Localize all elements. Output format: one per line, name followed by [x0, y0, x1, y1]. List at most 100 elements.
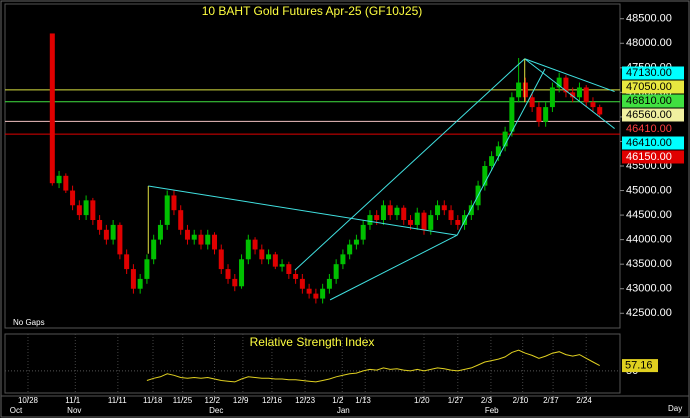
y-tick-label: 48000.00: [626, 37, 672, 49]
candle-body: [414, 212, 420, 225]
candle-body: [380, 205, 386, 220]
x-tick-label: 1/20: [414, 396, 430, 405]
candle-body: [56, 175, 62, 184]
candle-body: [103, 229, 109, 240]
price-tag-label: 46410.00: [626, 137, 672, 149]
candle-body: [266, 254, 272, 260]
candle-body: [252, 239, 258, 250]
month-label: Dec: [209, 406, 223, 415]
x-tick-label: 11/25: [173, 396, 193, 405]
candle-body: [435, 205, 441, 216]
y-tick-label: 44500.00: [626, 209, 672, 221]
x-tick-label: 2/3: [481, 396, 493, 405]
candle-body: [171, 195, 177, 211]
candle-body: [63, 175, 69, 191]
price-tag: [622, 122, 684, 136]
candle-body: [83, 200, 89, 216]
price-tag: [622, 150, 684, 164]
candle-body: [421, 212, 427, 230]
month-label: Nov: [67, 406, 81, 415]
candle-body: [590, 102, 596, 108]
candle-body: [293, 274, 299, 279]
trendline: [524, 58, 615, 129]
candle-body: [232, 278, 238, 287]
candle-body: [259, 249, 265, 260]
candle-body: [543, 107, 549, 122]
candle-body: [157, 224, 163, 240]
y-tick-label: 45000.00: [626, 184, 672, 196]
candle-body: [516, 82, 522, 98]
candle-body: [124, 254, 130, 270]
x-tick-label: 12/16: [262, 396, 283, 405]
candle-body: [549, 87, 555, 108]
price-tag-label: 46410.00: [626, 123, 672, 135]
rsi-title: Relative Strength Index: [250, 335, 375, 349]
candle-body: [279, 264, 285, 267]
trendline: [294, 58, 526, 271]
candle-body: [286, 264, 292, 274]
candle-body: [178, 210, 184, 230]
candle-body: [495, 146, 501, 157]
candle-body: [502, 131, 508, 147]
x-tick-label: 1/13: [355, 396, 371, 405]
x-tick-label: 12/23: [295, 396, 316, 405]
candle-body: [198, 234, 204, 245]
candle-body: [205, 234, 211, 245]
candle-body: [407, 220, 413, 225]
candle-body: [428, 215, 434, 230]
trendline: [524, 58, 615, 93]
y-tick-label: 44000.00: [626, 234, 672, 246]
x-tick-label: 11/1: [65, 396, 81, 405]
x-tick-label: 1/27: [448, 396, 464, 405]
candle-body: [218, 249, 224, 270]
candle-body: [387, 205, 393, 216]
price-tag: [622, 66, 684, 80]
candle-body: [360, 224, 366, 240]
candle-body: [374, 215, 380, 220]
candle-body: [340, 254, 346, 265]
price-tag-label: 47130.00: [626, 67, 672, 79]
candle-body: [184, 229, 190, 240]
candle-body: [333, 264, 339, 279]
candle-body: [144, 259, 150, 279]
x-unit: Day: [668, 404, 682, 413]
month-label: Jan: [337, 406, 350, 415]
trendline: [329, 234, 458, 301]
x-tick-label: 2/24: [576, 396, 592, 405]
candle-body: [272, 254, 278, 267]
candle-body: [320, 288, 326, 299]
rsi-tag-label: 57.16: [625, 360, 653, 372]
candle-body: [468, 205, 474, 216]
candle-body: [563, 77, 569, 93]
candle-body: [401, 207, 407, 220]
y-tick-label: 43500.00: [626, 258, 672, 270]
candle-body: [299, 278, 305, 289]
price-panel: [4, 3, 621, 329]
price-tag: [622, 94, 684, 108]
candle-body: [70, 190, 76, 206]
candle-body: [212, 234, 218, 250]
candle-body: [462, 215, 468, 225]
candle-body: [90, 200, 96, 220]
candle-body: [225, 269, 231, 279]
x-tick-label: 12/9: [233, 396, 249, 405]
candle-body: [367, 215, 373, 225]
candle-body: [394, 207, 400, 216]
candle-body: [49, 33, 55, 184]
candle-body: [529, 97, 535, 108]
x-tick-label: 10/28: [18, 396, 39, 405]
y-tick-label: 48500.00: [626, 13, 672, 25]
candle-body: [455, 220, 461, 225]
trendline: [148, 185, 458, 236]
candle-body: [164, 195, 170, 225]
candle-body: [306, 288, 312, 294]
price-tag: [622, 108, 684, 122]
candle-body: [191, 234, 197, 240]
price-tag-label: 46150.00: [626, 151, 672, 163]
rsi-tag: [622, 359, 658, 373]
price-tag: [622, 136, 684, 150]
y-tick-label: 42500.00: [626, 307, 672, 319]
x-tick-label: 2/17: [543, 396, 559, 405]
